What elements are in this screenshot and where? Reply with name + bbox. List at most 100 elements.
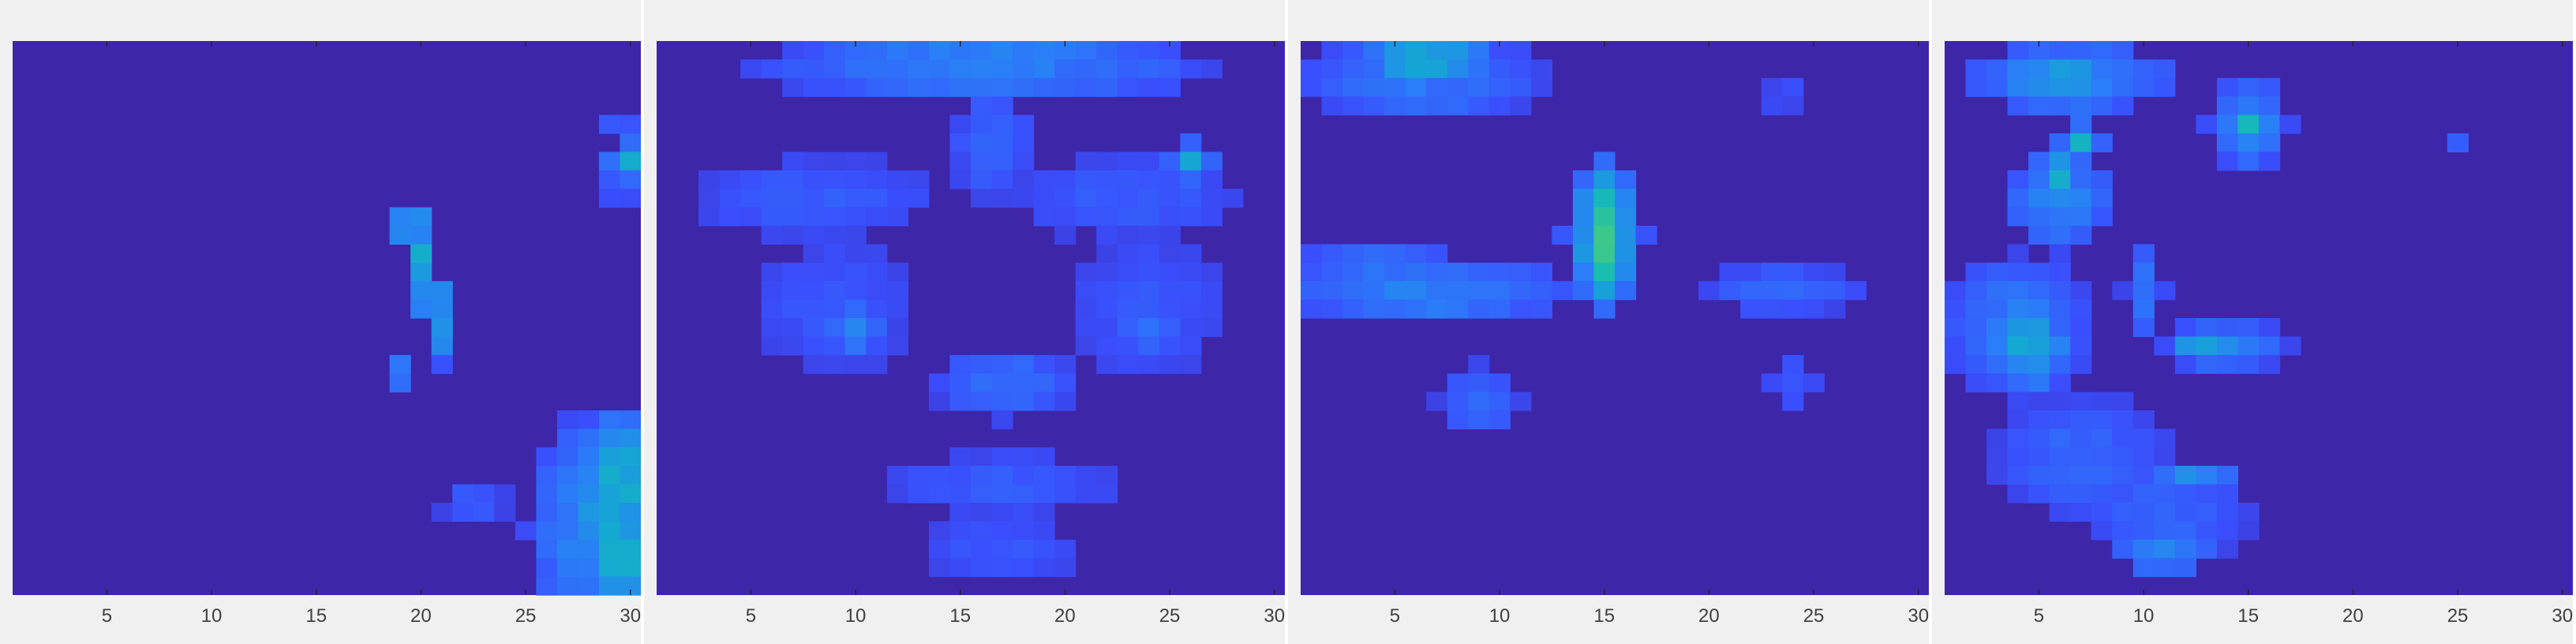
heatmap-cell <box>803 170 825 189</box>
heatmap-cell <box>1364 59 1385 78</box>
heatmap-cell <box>1406 41 1427 60</box>
heatmap-cell <box>2237 336 2259 355</box>
heatmap-cell <box>824 244 845 263</box>
heatmap-cell <box>908 59 929 78</box>
heatmap-cell <box>2259 152 2280 170</box>
heatmap-cell <box>1489 392 1511 411</box>
heatmap-cell <box>1573 244 1594 263</box>
heatmap-cell <box>845 263 867 282</box>
heatmap-cell <box>2133 263 2155 282</box>
heatmap-cell <box>887 281 908 300</box>
heatmap-panel-2: 5 10 15 20 25 30 <box>644 0 1285 644</box>
heatmap-cell <box>992 355 1013 374</box>
heatmap-cell <box>2091 521 2113 540</box>
heatmap-cell <box>1138 78 1159 97</box>
heatmap-cell <box>2008 96 2029 115</box>
heatmap-cell <box>2070 189 2091 208</box>
heatmap-cell <box>929 540 950 559</box>
heatmap-cell <box>782 336 803 355</box>
heatmap-cell <box>2196 336 2217 355</box>
heatmap-cell <box>1945 300 1966 319</box>
heatmap-cell <box>887 318 908 337</box>
heatmap-cell <box>1159 300 1181 319</box>
heatmap-cell <box>1986 447 2008 466</box>
x-tick-label: 25 <box>1803 605 1825 627</box>
heatmap-cell <box>782 78 803 97</box>
heatmap-cell <box>410 244 432 263</box>
heatmap-cell <box>2028 189 2050 208</box>
heatmap-cell <box>2280 115 2301 134</box>
heatmap-cell <box>866 208 887 227</box>
x-tick-label: 30 <box>1264 605 1285 627</box>
heatmap-cell <box>2070 318 2091 337</box>
heatmap-cell <box>1364 244 1385 263</box>
heatmap-plot-2: 5 10 15 20 25 30 <box>644 0 1285 644</box>
heatmap-cell <box>782 152 803 170</box>
heatmap-cell <box>2154 59 2175 78</box>
heatmap-cell <box>1096 336 1118 355</box>
heatmap-cell <box>1782 300 1803 319</box>
heatmap-cell <box>803 152 825 170</box>
heatmap-cell <box>2028 263 2050 282</box>
heatmap-cell <box>2154 503 2175 522</box>
heatmap-cell <box>992 521 1013 540</box>
heatmap-cell <box>908 189 929 208</box>
heatmap-cell <box>2050 152 2071 170</box>
heatmap-cell <box>971 59 992 78</box>
heatmap-cell <box>803 318 825 337</box>
heatmap-cell <box>2028 170 2050 189</box>
heatmap-cell <box>2196 466 2217 485</box>
heatmap-cell <box>1762 96 1783 115</box>
heatmap-cell <box>1552 226 1573 245</box>
heatmap-cell <box>1138 336 1159 355</box>
heatmap-cell <box>2091 41 2113 60</box>
x-tick-label: 5 <box>102 605 112 627</box>
heatmap-cell <box>1180 336 1201 355</box>
heatmap-cell <box>1593 208 1615 227</box>
heatmap-cell <box>1782 263 1803 282</box>
heatmap-cell <box>824 318 845 337</box>
x-tick-label: 5 <box>2034 605 2044 627</box>
heatmap-cell <box>992 503 1013 522</box>
heatmap-cell <box>557 466 578 485</box>
heatmap-cell <box>1138 59 1159 78</box>
heatmap-cell <box>1489 96 1511 115</box>
heatmap-cell <box>2133 503 2155 522</box>
heatmap-cell <box>1824 300 1845 319</box>
heatmap-cell <box>1384 244 1406 263</box>
heatmap-cell <box>2008 410 2029 429</box>
heatmap-cell <box>1013 78 1034 97</box>
heatmap-cell <box>1593 152 1615 170</box>
heatmap-cell <box>432 318 453 337</box>
heatmap-cell <box>949 485 971 504</box>
heatmap-cell <box>1593 300 1615 319</box>
heatmap-cell <box>2070 208 2091 227</box>
heatmap-cell <box>1034 373 1055 392</box>
heatmap-cell <box>2028 355 2050 374</box>
heatmap-cell <box>908 170 929 189</box>
heatmap-cell <box>2196 521 2217 540</box>
heatmap-cell <box>410 300 432 319</box>
heatmap-cell <box>866 59 887 78</box>
heatmap-cell <box>1945 281 1966 300</box>
heatmap-cell <box>2050 133 2071 152</box>
heatmap-cell <box>1138 244 1159 263</box>
heatmap-cell <box>2008 429 2029 447</box>
heatmap-cell <box>845 355 867 374</box>
heatmap-cell <box>2008 78 2029 97</box>
heatmap-panel-3: 5 10 15 20 25 30 <box>1288 0 1929 644</box>
heatmap-cell <box>949 355 971 374</box>
heatmap-cell <box>1966 300 1987 319</box>
heatmap-cell <box>803 59 825 78</box>
heatmap-cell <box>2050 189 2071 208</box>
heatmap-cell <box>1118 59 1139 78</box>
heatmap-cell <box>1966 263 1987 282</box>
heatmap-cell <box>1180 133 1201 152</box>
heatmap-cell <box>1573 208 1594 227</box>
heatmap-cell <box>1447 96 1469 115</box>
heatmap-cell <box>1076 59 1097 78</box>
heatmap-cell <box>1966 59 1987 78</box>
heatmap-cell <box>2112 429 2133 447</box>
heatmap-cell <box>599 485 620 504</box>
heatmap-cell <box>1201 170 1222 189</box>
